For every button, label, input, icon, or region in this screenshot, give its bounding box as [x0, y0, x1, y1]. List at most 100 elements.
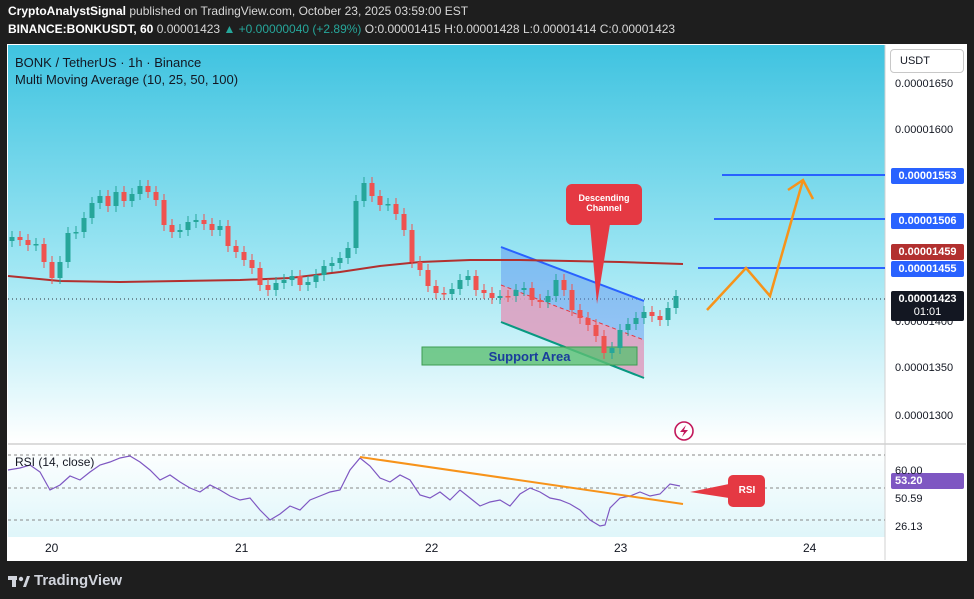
candle-body [281, 280, 287, 283]
candle-body [377, 196, 383, 205]
candle-body [121, 192, 127, 201]
candle-body [265, 285, 271, 290]
indicator-title[interactable]: Multi Moving Average (10, 25, 50, 100) [15, 72, 239, 87]
candle-body [337, 258, 343, 263]
rsi-line [7, 455, 681, 527]
candle-body [73, 232, 79, 234]
time-axis-label: 24 [803, 541, 817, 555]
candle-body [465, 276, 471, 280]
projection-path [706, 179, 805, 311]
low-value: L:0.00001414 [522, 22, 597, 36]
candle-body [305, 282, 311, 285]
candle-body [401, 214, 407, 230]
time-axis-label: 23 [614, 541, 628, 555]
rsi-legend[interactable]: RSI (14, close) [15, 455, 95, 469]
time-axis-label: 20 [45, 541, 59, 555]
candle-body [33, 244, 39, 246]
candle-body [649, 312, 655, 316]
symbol-label: BINANCE:BONKUSDT, 60 [8, 22, 154, 36]
candle-body [273, 283, 279, 290]
candle-body [657, 316, 663, 320]
rsi-callout-pointer [690, 484, 729, 498]
publish-line: CryptoAnalystSignal published on Trading… [8, 4, 468, 18]
candle-body [41, 244, 47, 262]
currency-button[interactable]: USDT [890, 49, 964, 73]
candle-body [161, 200, 167, 225]
candle-body [217, 226, 223, 230]
candle-body [113, 192, 119, 206]
candle-body [457, 280, 463, 289]
footer: TradingView [0, 563, 974, 599]
author-name[interactable]: CryptoAnalystSignal [8, 4, 127, 18]
candle-body [81, 218, 87, 232]
candle-body [513, 290, 519, 296]
chart-header: CryptoAnalystSignal published on Trading… [0, 0, 974, 44]
symbol-title[interactable]: BONK / TetherUS · 1h · Binance [15, 55, 202, 70]
candle-body [313, 275, 319, 282]
tradingview-logo[interactable]: TradingView [8, 572, 122, 589]
candle-body [593, 325, 599, 336]
rsi-trendline[interactable] [359, 456, 684, 505]
candle-body [489, 293, 495, 298]
candle-body [297, 276, 303, 285]
candle-body [49, 262, 55, 278]
channel-top-line[interactable] [500, 246, 645, 302]
candle-body [129, 194, 135, 201]
brand-name: TradingView [34, 572, 123, 589]
candle-body [257, 268, 263, 285]
candle-body [361, 183, 367, 201]
chart-legend: BONK / TetherUS · 1h · Binance Multi Mov… [15, 54, 238, 88]
moving-average-line [7, 259, 684, 284]
candle-body [169, 225, 175, 232]
candle-body [201, 220, 207, 224]
candle-body [497, 296, 503, 298]
candle-body [481, 290, 487, 293]
candle-body [225, 226, 231, 246]
candle-body [137, 186, 143, 194]
candle-body [521, 288, 527, 290]
candle-body [425, 270, 431, 286]
high-value: H:0.00001428 [444, 22, 520, 36]
rsi-axis-label: 60.00 [895, 465, 923, 477]
price-axis-label: 0.00001600 [895, 124, 954, 136]
time-axis-label: 22 [425, 541, 439, 555]
candle-body [89, 203, 95, 218]
candle-body [473, 276, 479, 290]
candle-body [97, 196, 103, 203]
candle-body [577, 310, 583, 318]
tradingview-icon [8, 575, 30, 587]
arrow-head-icon [787, 178, 815, 200]
candle-body [385, 204, 391, 206]
countdown-timer: 01:01 [913, 306, 942, 318]
current-price-tag: 0.00001423 01:01 [891, 291, 964, 321]
candle-body [561, 280, 567, 290]
candle-body [209, 224, 215, 230]
candle-body [289, 276, 295, 280]
candle-body [625, 324, 631, 330]
open-value: O:0.00001415 [364, 22, 441, 36]
candle-body [145, 186, 151, 192]
candle-body [569, 290, 575, 310]
candle-body [585, 318, 591, 325]
candle-body [537, 300, 543, 302]
candle-body [65, 233, 71, 262]
time-axis-label: 21 [235, 541, 249, 555]
price-axis-label: 0.00001350 [895, 362, 954, 374]
callout-pointer [590, 224, 610, 304]
current-price-value: 0.00001423 [898, 293, 957, 305]
lightning-icon [680, 425, 688, 437]
candle-body [345, 248, 351, 258]
candle-body [369, 183, 375, 196]
candle-body [321, 266, 327, 275]
candle-body [633, 318, 639, 324]
candle-body [545, 296, 551, 302]
candle-body [25, 240, 31, 245]
support-area[interactable] [421, 346, 638, 366]
candlestick-series [9, 177, 679, 359]
candle-body [433, 286, 439, 293]
candle-body [185, 222, 191, 230]
candle-body [193, 220, 199, 222]
candle-body [449, 289, 455, 294]
candle-body [441, 293, 447, 295]
